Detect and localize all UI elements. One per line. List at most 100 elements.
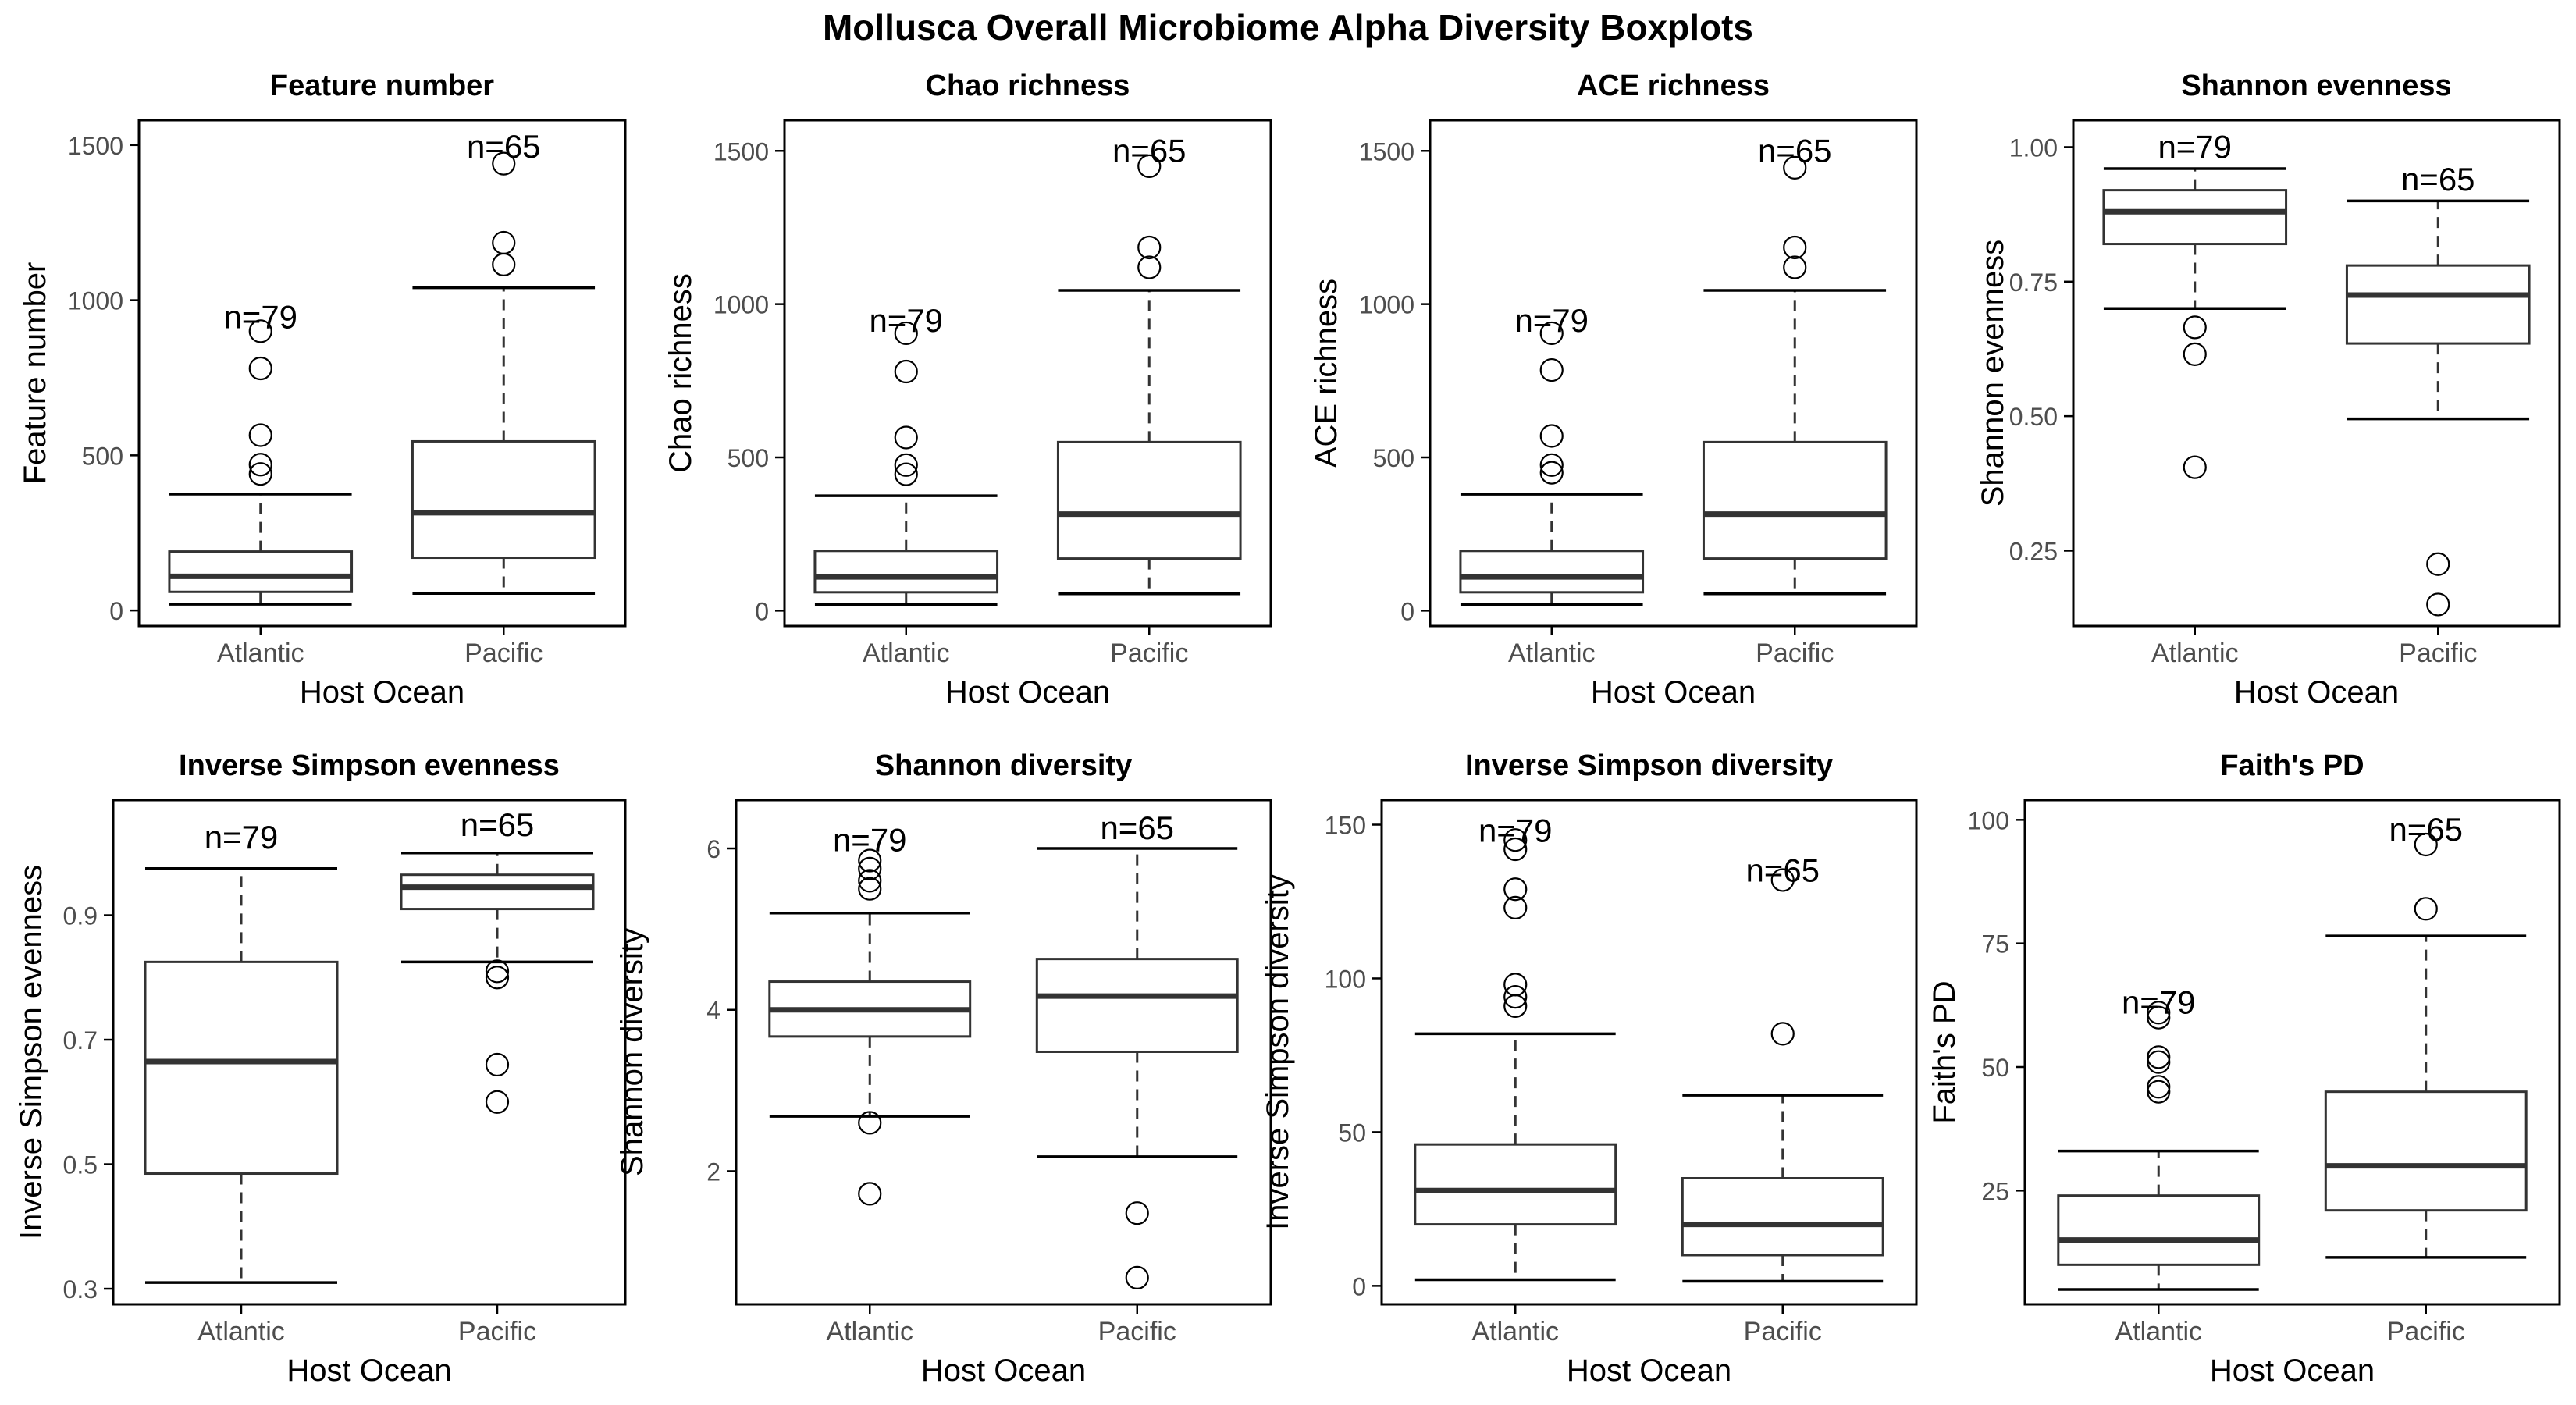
y-tick-label: 6	[706, 835, 720, 863]
y-axis-label: Inverse Simpson diversity	[1261, 874, 1295, 1230]
x-tick-label: Atlantic	[863, 638, 950, 668]
x-tick-label: Atlantic	[1472, 1317, 1560, 1346]
y-tick-label: 100	[1968, 806, 2009, 834]
y-tick-label: 2	[706, 1158, 720, 1186]
outlier-point	[1125, 1265, 1149, 1289]
n-label: n=65	[1758, 132, 1832, 169]
x-axis-label: Host Ocean	[286, 1353, 451, 1388]
x-tick-label: Atlantic	[217, 638, 304, 668]
panel-title: Faith's PD	[2220, 749, 2364, 782]
box-atlantic: n=79	[1459, 302, 1645, 606]
outlier-point	[492, 230, 516, 255]
iqr-box	[1056, 440, 1242, 560]
box-atlantic: n=79	[144, 819, 339, 1284]
y-tick-label: 25	[1981, 1177, 2009, 1205]
x-axis-label: Host Ocean	[2234, 675, 2399, 710]
outlier-point	[492, 151, 516, 176]
box-pacific: n=65	[1035, 809, 1239, 1289]
x-axis-label: Host Ocean	[300, 675, 464, 710]
outlier-point	[858, 856, 882, 880]
outlier-point	[485, 1052, 510, 1077]
y-tick-label: 4	[706, 997, 720, 1025]
x-tick-label: Pacific	[464, 638, 543, 668]
box-atlantic: n=79	[768, 822, 972, 1206]
outlier-point	[248, 462, 272, 486]
plot-frame	[1429, 119, 1918, 628]
box-atlantic: n=79	[813, 302, 999, 606]
x-tick-label: Atlantic	[827, 1317, 914, 1346]
y-tick-label: 1000	[1359, 291, 1414, 319]
outlier-point	[1539, 321, 1564, 346]
y-tick-label: 1.00	[2009, 133, 2058, 162]
chart-panel-5: Inverse Simpson evenness 0.3 0.5 0.7 0.9 Atla…	[14, 749, 627, 1388]
y-tick-label: 1500	[1359, 137, 1414, 165]
outlier-point	[1770, 1022, 1795, 1046]
outlier-point	[1137, 235, 1162, 260]
iqr-box	[168, 550, 354, 593]
iqr-box	[1035, 958, 1239, 1053]
figure-title: Mollusca Overall Microbiome Alpha Divers…	[822, 7, 1754, 48]
outlier-point	[1539, 461, 1564, 485]
y-tick-label: 500	[728, 444, 769, 472]
chart-panel-2: Chao richness 0 500 1000 1500 Atlantic Pacific…	[664, 69, 1272, 710]
y-axis-label: Shannon diversity	[615, 928, 649, 1176]
outlier-point	[1137, 255, 1162, 279]
n-label: n=65	[2389, 811, 2463, 848]
outlier-point	[485, 959, 510, 984]
outlier-point	[2183, 342, 2207, 366]
x-tick-label: Atlantic	[2115, 1317, 2203, 1346]
y-tick-label: 100	[1325, 965, 1366, 993]
y-axis-label: Feature number	[18, 262, 52, 485]
outlier-point	[1539, 357, 1564, 382]
x-tick-label: Atlantic	[197, 1317, 285, 1346]
box-pacific: n=65	[1056, 132, 1242, 596]
y-tick-label: 1500	[68, 132, 123, 160]
x-tick-label: Pacific	[1110, 638, 1188, 668]
y-tick-label: 150	[1325, 812, 1366, 840]
box-pacific: n=65	[1681, 852, 1884, 1283]
y-tick-label: 0.5	[63, 1151, 98, 1179]
iqr-box	[2324, 1090, 2528, 1212]
outlier-point	[1770, 868, 1795, 892]
y-tick-label: 0.75	[2009, 269, 2058, 297]
y-tick-label: 50	[1338, 1119, 1366, 1147]
x-axis-label: Host Ocean	[1591, 675, 1756, 710]
outlier-point	[2147, 1005, 2171, 1030]
panel-title: Shannon evenness	[2181, 69, 2451, 102]
y-tick-label: 0.7	[63, 1026, 98, 1055]
n-label: n=65	[2401, 161, 2475, 197]
chart-panel-1: Feature number 0 500 1000 1500 Atlantic Pacifi…	[18, 69, 627, 710]
y-tick-label: 75	[1981, 930, 2009, 959]
outlier-point	[1503, 828, 1528, 852]
outlier-point	[858, 877, 882, 901]
outlier-point	[1783, 235, 1807, 260]
iqr-box	[813, 550, 999, 594]
outlier-point	[1503, 994, 1528, 1019]
n-label: n=65	[467, 128, 541, 165]
outlier-point	[248, 319, 272, 343]
n-label: n=65	[461, 806, 535, 843]
iqr-box	[400, 873, 595, 911]
y-axis-label: ACE richness	[1309, 279, 1343, 468]
outlier-point	[858, 869, 882, 893]
plot-frame	[783, 119, 1272, 628]
iqr-box	[1459, 550, 1645, 594]
y-tick-label: 0.50	[2009, 403, 2058, 431]
outlier-point	[1503, 877, 1528, 902]
box-pacific: n=65	[1702, 132, 1888, 596]
iqr-box	[411, 439, 596, 560]
outlier-point	[894, 359, 918, 384]
outlier-point	[1783, 155, 1807, 180]
outlier-point	[2183, 315, 2207, 340]
n-label: n=79	[2158, 128, 2232, 165]
iqr-box	[2057, 1194, 2261, 1266]
box-pacific: n=65	[411, 128, 596, 596]
outlier-point	[2426, 552, 2450, 576]
n-label: n=65	[1100, 809, 1174, 846]
iqr-box	[144, 960, 339, 1176]
y-tick-label: 0	[1400, 597, 1414, 625]
x-axis-label: Host Ocean	[2210, 1353, 2375, 1388]
iqr-box	[1414, 1143, 1617, 1226]
x-axis-label: Host Ocean	[921, 1353, 1086, 1388]
